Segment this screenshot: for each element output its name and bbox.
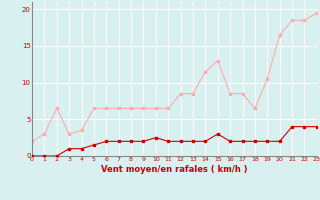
- X-axis label: Vent moyen/en rafales ( km/h ): Vent moyen/en rafales ( km/h ): [101, 165, 248, 174]
